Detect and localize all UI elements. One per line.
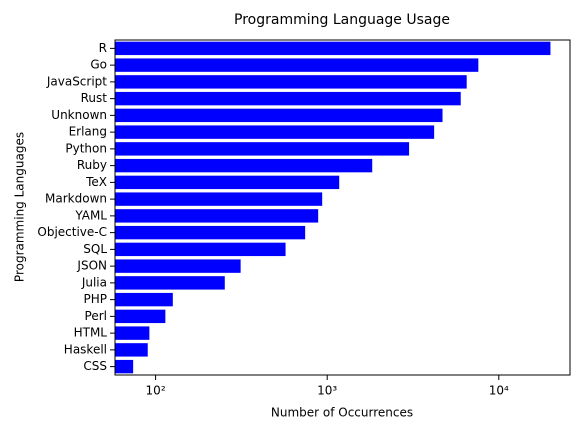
y-tick-label: TeX xyxy=(85,175,107,189)
y-tick-label: Erlang xyxy=(69,125,107,139)
y-tick-label: Rust xyxy=(81,91,108,105)
y-tick-label: YAML xyxy=(74,208,107,222)
bar xyxy=(115,343,148,357)
y-axis-label: Programming Languages xyxy=(13,132,27,282)
y-tick-label: Haskell xyxy=(64,342,107,356)
y-tick-label: SQL xyxy=(83,242,107,256)
x-tick-label: 10² xyxy=(146,384,166,398)
y-tick-label: Perl xyxy=(85,309,107,323)
bar xyxy=(115,259,241,273)
y-tick-label: Objective-C xyxy=(37,225,107,239)
bar xyxy=(115,242,286,257)
bar xyxy=(115,326,150,340)
bar xyxy=(115,158,373,173)
x-tick-label: 10⁴ xyxy=(489,384,509,398)
y-tick-label: Ruby xyxy=(77,158,107,172)
y-tick-label: Go xyxy=(90,58,107,72)
y-tick-label: Markdown xyxy=(45,192,107,206)
y-tick-label: R xyxy=(99,41,107,55)
bar xyxy=(115,91,461,106)
y-tick-label: CSS xyxy=(83,359,107,373)
bar xyxy=(115,125,435,139)
y-tick-label: PHP xyxy=(84,292,108,306)
bar xyxy=(115,309,166,324)
y-tick-label: JavaScript xyxy=(46,74,107,88)
y-tick-label: Python xyxy=(65,141,107,155)
plot-frame xyxy=(114,39,571,376)
bar xyxy=(115,276,225,290)
y-tick-label: JSON xyxy=(76,259,107,273)
bar xyxy=(115,175,340,190)
y-tick-label: Julia xyxy=(81,275,107,289)
bar xyxy=(115,41,551,56)
bar xyxy=(115,58,479,72)
bar xyxy=(115,225,306,240)
bar xyxy=(115,75,467,89)
y-tick-label: Unknown xyxy=(51,108,107,122)
bar xyxy=(115,359,134,374)
bar xyxy=(115,292,173,307)
bar xyxy=(115,209,319,223)
y-tick-label: HTML xyxy=(74,326,108,340)
bar xyxy=(115,192,323,206)
bar xyxy=(115,108,443,123)
x-tick-label: 10³ xyxy=(317,384,337,398)
x-axis-label: Number of Occurrences xyxy=(271,406,413,420)
bar xyxy=(115,142,410,156)
chart-title: Programming Language Usage xyxy=(234,12,450,28)
